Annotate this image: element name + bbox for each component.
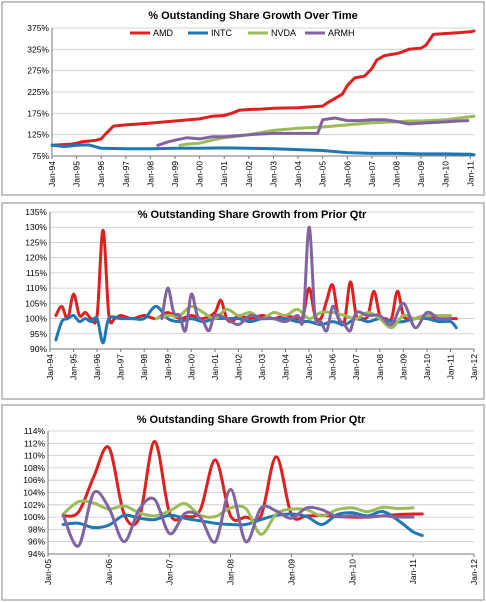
y-tick-label: 115% [26, 268, 48, 278]
series-line-nvda [61, 499, 415, 536]
x-tick-label: Jan-10 [441, 161, 451, 187]
y-tick-label: 120% [25, 253, 47, 263]
x-tick-label: Jan-03 [257, 354, 267, 380]
x-tick-label: Jan-04 [281, 354, 291, 380]
x-tick-label: Jan-98 [139, 354, 149, 380]
y-tick-label: 105% [25, 298, 47, 308]
x-tick-label: Jan-95 [69, 354, 79, 380]
y-tick-label: 110% [26, 283, 48, 293]
chart-panel-3: 94% 96% 98% 100% 102% 104% 106% 108% 110% 112% 114… [1, 404, 485, 601]
x-tick-label: Jan-07 [367, 161, 377, 187]
chart-title: % Outstanding Share Growth from Prior Qt… [137, 414, 366, 426]
y-tick-label: 225% [27, 87, 49, 97]
x-tick-label: Jan-00 [195, 161, 205, 187]
y-tick-label: 110% [24, 451, 46, 461]
x-tick-label: Jan-08 [391, 161, 401, 187]
y-tick-label: 125% [25, 237, 47, 247]
x-tick-label: Jan-97 [116, 354, 126, 380]
series-line-armh [61, 487, 415, 548]
x-tick-label: Jan-94 [45, 354, 55, 380]
y-tick-label: 98% [28, 524, 45, 534]
y-tick-label: 106% [23, 475, 45, 485]
legend-label-armh: ARMH [328, 28, 355, 38]
x-tick-label: Jan-04 [293, 161, 303, 187]
chart-frame [1, 1, 485, 196]
x-tick-label: Jan-98 [145, 161, 155, 187]
x-tick-label: Jan-09 [416, 161, 426, 187]
series-line-amd [50, 29, 476, 147]
legend-label-intc: INTC [211, 28, 232, 38]
legend-label-nvda: NVDA [271, 28, 296, 38]
x-tick-label: Jan-00 [186, 354, 196, 380]
x-tick-label: Jan-12 [469, 354, 479, 380]
x-tick-label: Jan-94 [47, 161, 57, 187]
y-tick-label: 135% [25, 207, 47, 217]
x-tick-label: Jan-99 [163, 354, 173, 380]
x-tick-label: Jan-10 [422, 354, 432, 380]
x-tick-label: Jan-11 [465, 161, 475, 187]
x-tick-label: Jan-02 [244, 161, 254, 187]
y-tick-label: 100% [23, 512, 45, 522]
x-tick-label: Jan-05 [304, 354, 314, 380]
x-tick-label: Jan-96 [92, 354, 102, 380]
x-tick-label: Jan-11 [408, 559, 418, 585]
series-line-armh [156, 116, 470, 147]
chart-frame [1, 202, 485, 400]
series-line-nvda [178, 114, 476, 147]
x-tick-label: Jan-02 [233, 354, 243, 380]
x-tick-label: Jan-09 [286, 559, 296, 585]
x-tick-label: Jan-05 [43, 559, 53, 585]
x-tick-label: Jan-05 [318, 161, 328, 187]
series-line-armh [160, 225, 452, 333]
y-tick-label: 94% [28, 549, 45, 559]
x-tick-label: Jan-11 [445, 354, 455, 380]
x-tick-label: Jan-08 [226, 559, 236, 585]
y-tick-label: 112% [24, 438, 46, 448]
y-tick-label: 130% [25, 222, 47, 232]
y-tick-label: 104% [23, 488, 45, 498]
x-tick-label: Jan-08 [375, 354, 385, 380]
y-tick-label: 102% [23, 500, 45, 510]
x-tick-label: Jan-07 [165, 559, 175, 585]
series-line-intc [50, 143, 476, 157]
x-tick-label: Jan-01 [219, 161, 229, 187]
x-tick-label: Jan-96 [96, 161, 106, 187]
x-tick-label: Jan-09 [398, 354, 408, 380]
chart-panel-2: 90% 95% 100% 105% 110% 115% 120% 125% 130% 135% Ja… [1, 202, 485, 400]
y-tick-label: 125% [27, 130, 49, 140]
legend-label-amd: AMD [153, 28, 174, 38]
x-tick-label: Jan-01 [210, 354, 220, 380]
x-tick-label: Jan-06 [342, 161, 352, 187]
x-tick-label: Jan-07 [351, 354, 361, 380]
x-tick-label: Jan-10 [347, 559, 357, 585]
chart-title: % Outstanding Share Growth from Prior Qt… [138, 209, 367, 221]
x-tick-label: Jan-06 [104, 559, 114, 585]
y-tick-label: 90% [30, 344, 47, 354]
chart-title: % Outstanding Share Growth Over Time [148, 10, 357, 22]
y-tick-label: 96% [28, 537, 45, 547]
y-tick-label: 375% [27, 23, 49, 33]
chart-panel-1: 75% 125% 175% 225% 275% 325% 375% Jan-94 Jan-95 J… [1, 1, 485, 196]
x-tick-label: Jan-03 [268, 161, 278, 187]
y-tick-label: 275% [27, 66, 49, 76]
y-tick-label: 75% [32, 151, 49, 161]
y-tick-label: 325% [27, 44, 49, 54]
x-tick-label: Jan-06 [328, 354, 338, 380]
y-tick-label: 175% [27, 108, 49, 118]
y-tick-label: 114% [24, 426, 46, 436]
y-tick-label: 100% [25, 314, 47, 324]
y-tick-label: 108% [23, 463, 45, 473]
x-tick-label: Jan-99 [170, 161, 180, 187]
x-tick-label: Jan-12 [469, 559, 479, 585]
x-tick-label: Jan-95 [72, 161, 82, 187]
x-tick-label: Jan-97 [121, 161, 131, 187]
y-tick-label: 95% [30, 329, 47, 339]
